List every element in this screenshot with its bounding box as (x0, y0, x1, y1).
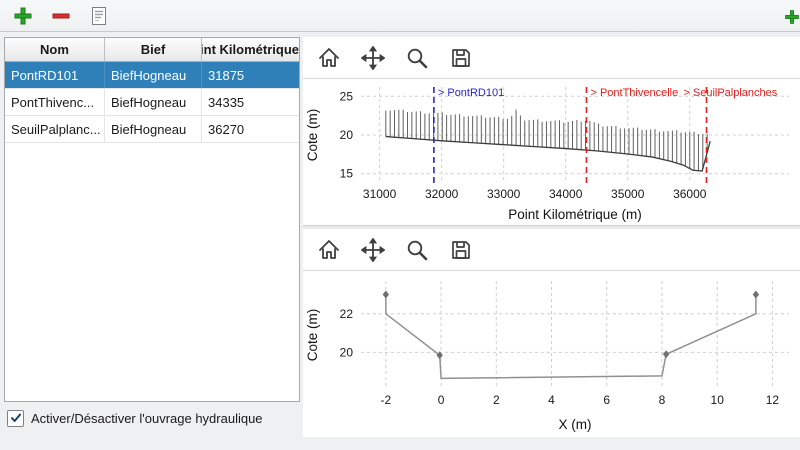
cell-bief: BiefHogneau (105, 116, 202, 142)
profile-chart[interactable]: 31000 32000 33000 34000 35000 36000 15 20 25 > Po… (303, 79, 797, 225)
home-button[interactable] (315, 44, 343, 72)
x-axis-label: Point Kilométrique (m) (508, 207, 642, 222)
column-header-bief[interactable]: Bief (105, 38, 202, 61)
edit-form-button[interactable] (86, 3, 112, 29)
home-icon (319, 47, 339, 67)
x-tick-label: 4 (548, 393, 555, 407)
cell-pk: 34335 (208, 94, 245, 110)
structures-table: Nom Bief Point Kilométrique PontRD101 Bi… (4, 37, 300, 402)
pan-button[interactable] (359, 44, 387, 72)
table-row[interactable]: PontThivenc... BiefHogneau 34335 (5, 89, 299, 116)
x-tick-label: -2 (381, 393, 392, 407)
magnifier-icon (407, 48, 428, 68)
corner-add-button[interactable] (779, 4, 800, 30)
add-button[interactable] (10, 3, 36, 29)
y-tick-label: 25 (340, 89, 354, 103)
activate-structure-label: Activer/Désactiver l'ouvrage hydraulique (31, 410, 263, 426)
magnifier-icon (407, 240, 428, 260)
save-icon (452, 48, 470, 67)
zoom-button[interactable] (403, 44, 431, 72)
save-icon (452, 240, 470, 259)
x-tick-label: 32000 (425, 187, 459, 201)
cell-nom: SeuilPalplanc... (5, 116, 105, 142)
horizontal-splitter[interactable] (303, 225, 800, 229)
pan-icon (361, 45, 385, 70)
document-edit-icon (92, 6, 106, 25)
table-header: Nom Bief Point Kilométrique (5, 38, 299, 62)
activate-structure-row: Activer/Désactiver l'ouvrage hydraulique (7, 408, 263, 428)
cell-nom: PontThivenc... (5, 89, 105, 115)
x-tick-label: 36000 (673, 187, 707, 201)
cell-bief: BiefHogneau (105, 89, 202, 115)
pan-button[interactable] (359, 236, 387, 264)
y-axis-label: Cote (m) (305, 109, 320, 162)
y-tick-label: 22 (340, 307, 354, 321)
activate-structure-checkbox[interactable] (7, 409, 24, 427)
pan-icon (361, 237, 385, 262)
x-tick-label: 12 (766, 393, 780, 407)
annotation-label: > PontThivencelle (590, 87, 678, 99)
table-row[interactable]: PontRD101 BiefHogneau 31875 (5, 62, 299, 89)
data-marker (436, 351, 443, 360)
column-header-nom[interactable]: Nom (5, 38, 105, 61)
save-button[interactable] (447, 236, 475, 264)
annotation-label: > SeuilPalplanches (683, 87, 777, 99)
save-button[interactable] (447, 44, 475, 72)
y-tick-label: 20 (340, 128, 354, 142)
profile-plot-toolbar (303, 37, 800, 79)
x-axis-label: X (m) (559, 417, 592, 432)
x-tick-label: 33000 (487, 187, 521, 201)
y-axis-label: Cote (m) (305, 309, 320, 362)
plots-panel: 31000 32000 33000 34000 35000 36000 15 20 25 > Po… (303, 37, 800, 437)
cross-section-plot-toolbar (303, 229, 800, 271)
home-button[interactable] (315, 236, 343, 264)
x-tick-label: 34000 (549, 187, 583, 201)
check-icon (10, 413, 21, 422)
column-header-point-kilometrique[interactable]: Point Kilométrique (202, 42, 299, 57)
data-marker (662, 350, 670, 359)
table-row[interactable]: SeuilPalplanc... BiefHogneau 36270 (5, 116, 299, 143)
y-tick-label: 15 (340, 167, 354, 181)
cell-pk: 36270 (208, 121, 245, 137)
data-marker (752, 290, 760, 299)
x-tick-label: 8 (659, 393, 666, 407)
zoom-button[interactable] (403, 236, 431, 264)
x-tick-label: 2 (493, 393, 500, 407)
data-marker (382, 290, 390, 299)
structures-panel: Nom Bief Point Kilométrique PontRD101 Bi… (4, 37, 301, 450)
main-toolbar (0, 0, 800, 32)
x-tick-label: 10 (711, 393, 725, 407)
cell-pk: 31875 (208, 67, 245, 83)
plus-icon (785, 10, 799, 24)
cell-nom: PontRD101 (5, 62, 105, 88)
bed-line (385, 135, 711, 172)
minus-icon (52, 13, 70, 18)
remove-button[interactable] (48, 3, 74, 29)
x-tick-label: 35000 (611, 187, 645, 201)
cross-section-line (385, 294, 757, 380)
x-tick-label: 0 (438, 393, 445, 407)
plus-icon (14, 7, 32, 24)
annotation-label: > PontRD101 (438, 87, 504, 99)
cross-section-chart[interactable]: -2 0 2 4 6 8 10 12 20 22 X (m) Cote (m) (303, 271, 797, 437)
y-tick-label: 20 (340, 345, 354, 359)
x-tick-label: 6 (603, 393, 610, 407)
x-tick-label: 31000 (363, 187, 397, 201)
home-icon (319, 239, 339, 259)
cell-bief: BiefHogneau (105, 62, 202, 88)
